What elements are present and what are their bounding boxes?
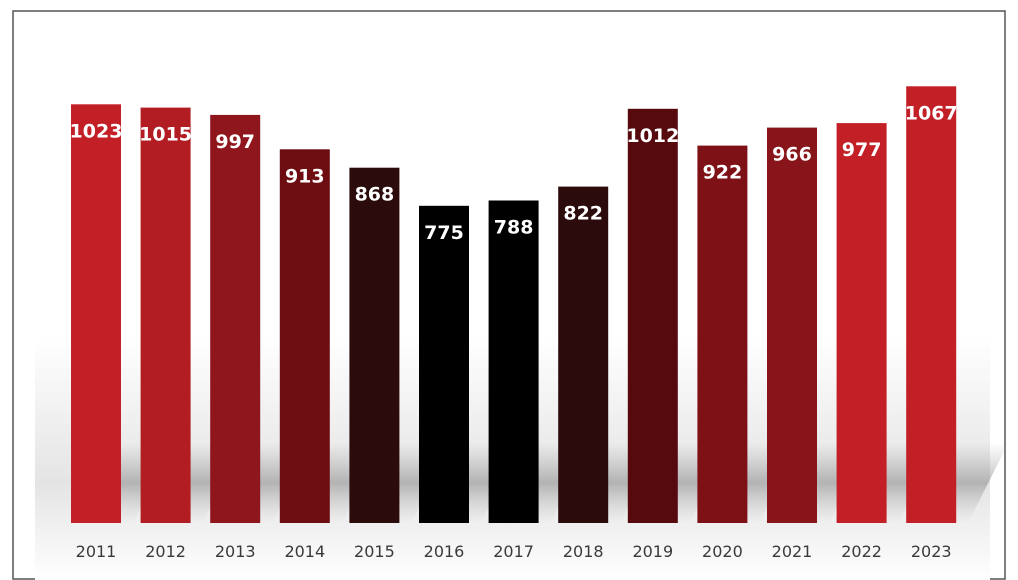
data-label-2016: 775: [424, 222, 464, 244]
x-tick-label-2011: 2011: [76, 542, 117, 561]
x-tick-label-2015: 2015: [354, 542, 395, 561]
data-label-2011: 1023: [70, 120, 123, 142]
bar-2017: [488, 200, 539, 523]
data-label-2012: 1015: [139, 124, 192, 146]
x-tick-label-2014: 2014: [284, 542, 325, 561]
x-tick-label-2021: 2021: [772, 542, 813, 561]
bar-2016: [419, 205, 469, 524]
bar-2021: [767, 127, 817, 523]
x-tick-label-2012: 2012: [145, 542, 186, 561]
bar-2011: [71, 104, 121, 524]
data-label-2015: 868: [355, 184, 395, 206]
x-tick-label-2018: 2018: [563, 542, 604, 561]
bar-2018: [558, 186, 609, 523]
bar-2019: [627, 108, 678, 524]
data-label-2020: 922: [703, 162, 743, 184]
x-tick-label-2023: 2023: [911, 542, 952, 561]
bar-2014: [279, 149, 330, 524]
data-label-2018: 822: [563, 203, 603, 225]
bars: [71, 86, 957, 524]
data-label-2014: 913: [285, 165, 325, 187]
bar-2012: [140, 107, 191, 523]
x-tick-label-2016: 2016: [424, 542, 465, 561]
bar-2023: [906, 86, 957, 524]
data-label-2019: 1012: [626, 125, 679, 147]
bar-2020: [697, 145, 748, 523]
bar-2013: [210, 114, 261, 524]
data-label-2013: 997: [215, 131, 255, 153]
x-axis-tick-labels: 2011 2012 2013 2014 2015 2016 2017 2018 2019 2020…: [76, 542, 952, 561]
data-label-2017: 788: [494, 217, 534, 239]
x-tick-label-2022: 2022: [841, 542, 882, 561]
data-label-2023: 1067: [905, 102, 958, 124]
bar-2022: [836, 123, 887, 523]
x-tick-label-2020: 2020: [702, 542, 743, 561]
data-labels: 1023 1015 997 913 868 775 788 822 1012 922 966 977 1…: [70, 102, 958, 244]
x-tick-label-2017: 2017: [493, 542, 534, 561]
data-label-2022: 977: [842, 139, 882, 161]
bar-2015: [349, 167, 400, 523]
x-tick-label-2019: 2019: [632, 542, 673, 561]
data-label-2021: 966: [772, 144, 812, 166]
x-tick-label-2013: 2013: [215, 542, 256, 561]
